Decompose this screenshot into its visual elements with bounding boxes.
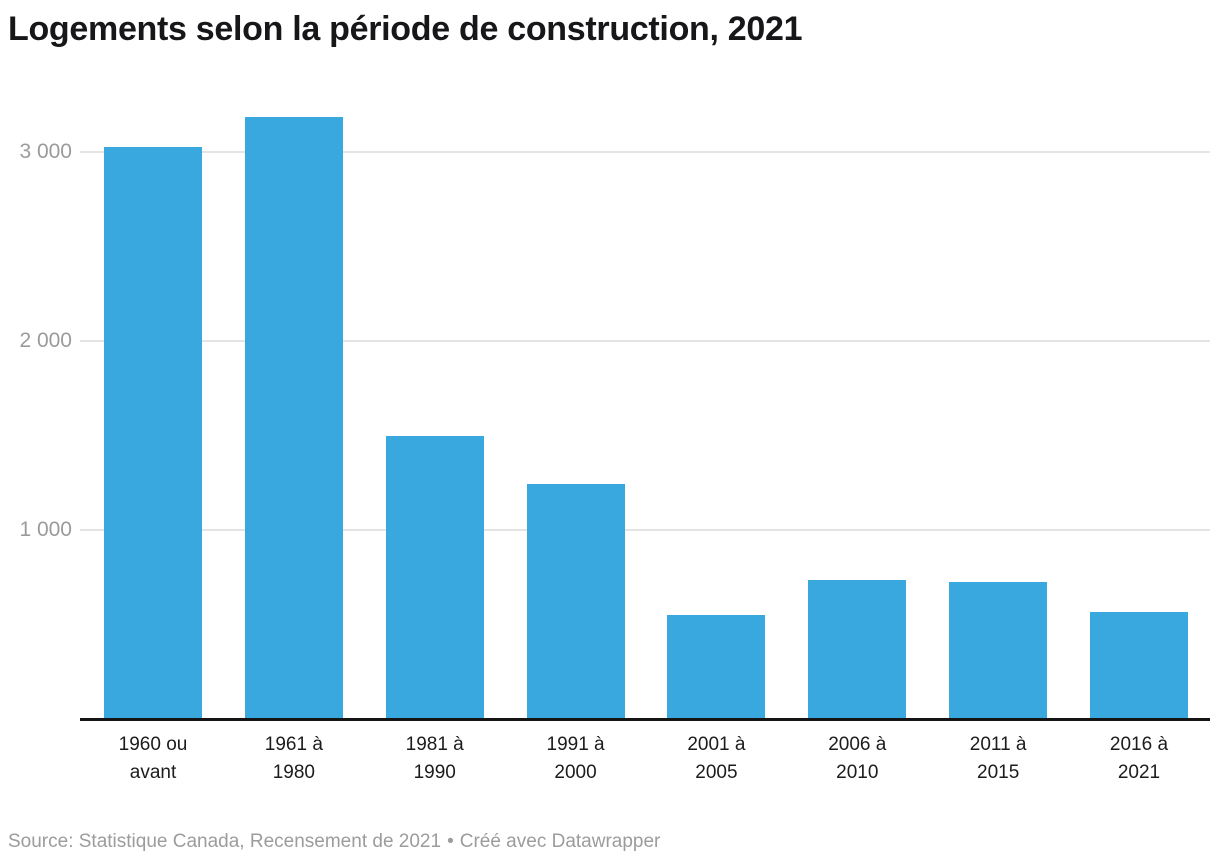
source-text: Source: Statistique Canada, Recensement … <box>8 831 442 852</box>
bar[interactable] <box>949 581 1048 719</box>
chart-title: Logements selon la période de constructi… <box>8 10 803 48</box>
y-gridline <box>80 339 1210 342</box>
y-axis-tick-label: 2 000 <box>19 328 72 352</box>
x-axis-line <box>80 718 1210 721</box>
source-note: Source: Statistique Canada, Recensement … <box>8 831 660 853</box>
bar[interactable] <box>526 484 625 719</box>
x-axis-category-label: 2011 à 2015 <box>969 734 1027 783</box>
bar[interactable] <box>244 117 343 719</box>
y-axis-tick-label: 3 000 <box>19 140 72 163</box>
bar[interactable] <box>104 147 202 719</box>
y-gridline <box>80 528 1210 531</box>
y-gridline <box>80 151 1210 153</box>
x-axis-category-label: 2006 à 2010 <box>828 734 887 783</box>
bar[interactable] <box>1089 611 1188 719</box>
footer-separator: • <box>447 831 454 852</box>
bar[interactable] <box>385 436 484 719</box>
x-axis-category-label: 1981 à 1990 <box>405 734 464 783</box>
datawrapper-credit-link[interactable]: Créé avec Datawrapper <box>459 831 661 852</box>
bar[interactable] <box>808 579 907 719</box>
y-axis-tick-label: 1 000 <box>19 517 72 541</box>
x-axis-category-label: 1991 à 2000 <box>546 734 605 783</box>
x-axis-category-label: 2016 à 2021 <box>1109 734 1169 783</box>
x-axis-category-label: 1960 ou avant <box>118 734 188 783</box>
x-axis-category-label: 1961 à 1980 <box>264 734 323 783</box>
x-axis-category-label: 2001 à 2005 <box>687 734 746 783</box>
bar[interactable] <box>667 614 766 719</box>
